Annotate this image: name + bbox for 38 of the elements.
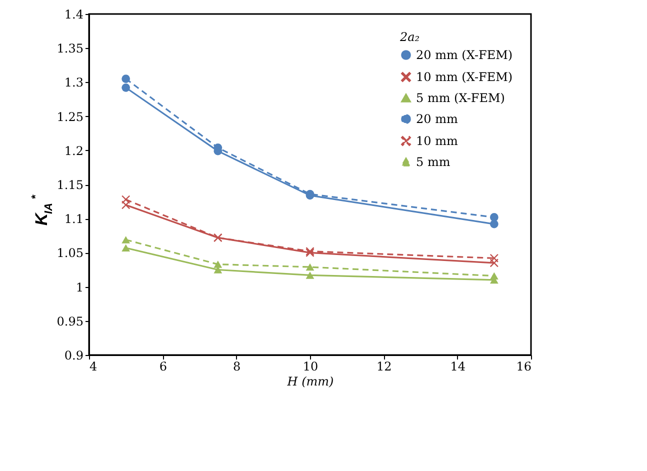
x-tick-label: 8 bbox=[233, 360, 241, 374]
legend-label: 10 mm (X-FEM) bbox=[416, 70, 513, 84]
point bbox=[122, 83, 130, 92]
legend-label: 5 mm bbox=[416, 155, 451, 169]
point bbox=[490, 213, 498, 222]
point bbox=[306, 263, 314, 271]
point bbox=[122, 244, 130, 252]
point bbox=[306, 272, 314, 279]
point bbox=[490, 254, 498, 262]
point bbox=[214, 260, 222, 268]
x-axis-title: H (mm) bbox=[286, 374, 334, 388]
x-tick-label: 16 bbox=[516, 360, 532, 374]
point bbox=[122, 195, 130, 204]
y-tick-label: 1.15 bbox=[56, 178, 84, 192]
point bbox=[490, 272, 498, 280]
x-tick-label: 6 bbox=[159, 360, 167, 374]
y-tick-label: 1.35 bbox=[56, 42, 84, 56]
point bbox=[122, 74, 130, 83]
legend-label: 10 mm bbox=[416, 134, 458, 148]
x-tick-label: 14 bbox=[450, 360, 466, 374]
y-tick-label: 0.95 bbox=[56, 314, 84, 328]
y-tick-label: 1.05 bbox=[56, 246, 84, 260]
x-tick-label: 12 bbox=[376, 360, 392, 374]
point bbox=[122, 236, 130, 244]
y-tick-label: 1.2 bbox=[64, 144, 84, 158]
y-axis-title: KIA* bbox=[30, 194, 55, 226]
y-tick-label: 1.25 bbox=[56, 110, 84, 124]
x-tick-label: 10 bbox=[302, 360, 318, 374]
legend-label: 20 mm bbox=[416, 112, 458, 126]
y-tick-label: 1.3 bbox=[64, 76, 84, 90]
y-tick-label: 1.4 bbox=[64, 8, 84, 22]
y-tick-label: 1 bbox=[76, 280, 84, 294]
y-tick-label: 1.1 bbox=[64, 212, 84, 226]
y-tick-label: 0.9 bbox=[64, 348, 84, 362]
legend-label: 5 mm (X-FEM) bbox=[416, 91, 505, 105]
legend-label: 20 mm (X-FEM) bbox=[416, 48, 513, 62]
legend-title: 2a₂ bbox=[399, 30, 420, 44]
x-tick-label: 4 bbox=[90, 360, 98, 374]
